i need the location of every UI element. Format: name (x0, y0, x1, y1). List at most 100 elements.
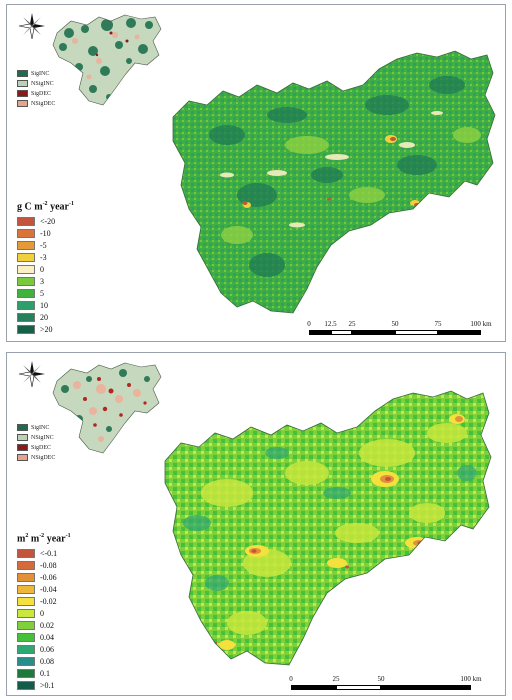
legend-label: <-0.1 (40, 549, 58, 559)
legend-item: <-0.1 (17, 548, 87, 559)
scale-segment (291, 685, 336, 690)
legend-swatch (17, 80, 28, 87)
legend-item: 0 (17, 608, 87, 619)
legend-swatch (17, 253, 35, 263)
scale-segment (352, 330, 395, 335)
legend-label: -5 (40, 241, 47, 251)
legend-item-sigdec: SigDEC (17, 89, 87, 98)
legend-label: SigINC (31, 70, 50, 77)
legend-label: -3 (40, 253, 47, 263)
legend-item-nsigdec: NSigDEC (17, 99, 87, 108)
legend-label: -0.02 (40, 597, 57, 607)
legend-label: SigDEC (31, 90, 52, 97)
legend-label: <-20 (40, 217, 56, 227)
legend-swatch (17, 313, 35, 323)
legend-swatch (17, 645, 35, 655)
legend-item: -0.02 (17, 596, 87, 607)
legend-swatch (17, 229, 35, 239)
legend-swatch (17, 585, 35, 595)
scale-segment (336, 685, 381, 690)
scale-segment (395, 330, 438, 335)
legend-label: 0 (40, 609, 44, 619)
legend-label: NSigINC (31, 80, 54, 87)
legend-swatch (17, 597, 35, 607)
legend-item: -0.06 (17, 572, 87, 583)
legend-label: >0.1 (40, 681, 55, 691)
legend-item: 0.1 (17, 668, 87, 679)
legend-label: SigDEC (31, 444, 52, 451)
legend-swatch (17, 217, 35, 227)
scale-bar: 0 25 50 100 km (289, 675, 482, 695)
legend-item-nsiginc: NSigINC (17, 79, 87, 88)
legend-item: 3 (17, 276, 87, 287)
legend-swatch (17, 621, 35, 631)
legend-item: -10 (17, 228, 87, 239)
scale-tick-label: 100 km (460, 675, 482, 683)
legend-swatch (17, 289, 35, 299)
north-arrow-icon (18, 13, 45, 40)
legend-swatch (17, 454, 28, 461)
legend-label: NSigINC (31, 434, 54, 441)
scale-segment (438, 330, 481, 335)
legend-item: 0 (17, 264, 87, 275)
legend-swatch (17, 424, 28, 431)
legend-swatch (17, 100, 28, 107)
legend-item: 0.02 (17, 620, 87, 631)
north-arrow-icon (18, 361, 45, 388)
legend-swatch (17, 549, 35, 559)
scale-tick-label: 75 (434, 320, 442, 328)
legend-item: <-20 (17, 216, 87, 227)
significance-legend: SigINC NSigINC SigDEC NSigDEC (17, 423, 87, 463)
scale-tick-label: 0 (307, 320, 311, 328)
scale-segment (330, 330, 352, 335)
legend-label: >20 (40, 325, 53, 335)
legend-label: -0.04 (40, 585, 57, 595)
legend-label: 0.06 (40, 645, 54, 655)
legend-label: 5 (40, 289, 44, 299)
legend-item: 0.06 (17, 644, 87, 655)
legend-swatch (17, 573, 35, 583)
legend-swatch (17, 669, 35, 679)
legend-item-siginc: SigINC (17, 423, 87, 432)
legend-label: 0.08 (40, 657, 54, 667)
legend-swatch (17, 277, 35, 287)
legend-item: -0.08 (17, 560, 87, 571)
legend-swatch (17, 265, 35, 275)
legend-item: 10 (17, 300, 87, 311)
legend-swatch (17, 70, 28, 77)
legend-label: -0.08 (40, 561, 57, 571)
legend-item: 5 (17, 288, 87, 299)
legend-label: 0 (40, 265, 44, 275)
legend-label: -0.06 (40, 573, 57, 583)
legend-label: NSigDEC (31, 100, 56, 107)
legend-swatch (17, 434, 28, 441)
scale-segment (309, 330, 331, 335)
legend-item: 0.08 (17, 656, 87, 667)
legend-item: 20 (17, 312, 87, 323)
legend-swatch (17, 633, 35, 643)
significance-legend: SigINC NSigINC SigDEC NSigDEC (17, 69, 87, 109)
legend-item: >0.1 (17, 680, 87, 691)
legend-item-nsigdec: NSigDEC (17, 453, 87, 462)
scale-tick-label: 50 (377, 675, 385, 683)
npp-value-legend: g C m-2 year-1 <-20 -10 -5 -3 0 3 5 10 20 >20 (17, 201, 87, 336)
inset-significance-map (52, 362, 162, 454)
legend-label: 0.1 (40, 669, 50, 679)
legend-label: -10 (40, 229, 51, 239)
legend-item-nsiginc: NSigINC (17, 433, 87, 442)
lai-trend-map (164, 390, 492, 666)
scale-segment (381, 685, 471, 690)
legend-label: 0.04 (40, 633, 54, 643)
legend-swatch (17, 241, 35, 251)
scale-tick-label: 25 (348, 320, 356, 328)
legend-swatch (17, 657, 35, 667)
legend-swatch (17, 561, 35, 571)
scale-tick-label: 50 (391, 320, 399, 328)
inset-significance-map (52, 14, 162, 106)
scale-tick-label: 0 (289, 675, 293, 683)
lai-trend-panel: SigINC NSigINC SigDEC NSigDEC m2 m-2 yea… (6, 352, 506, 696)
scale-tick-label: 25 (332, 675, 340, 683)
legend-item-sigdec: SigDEC (17, 443, 87, 452)
scale-tick-label: 12.5 (324, 320, 337, 328)
legend-item: -0.04 (17, 584, 87, 595)
